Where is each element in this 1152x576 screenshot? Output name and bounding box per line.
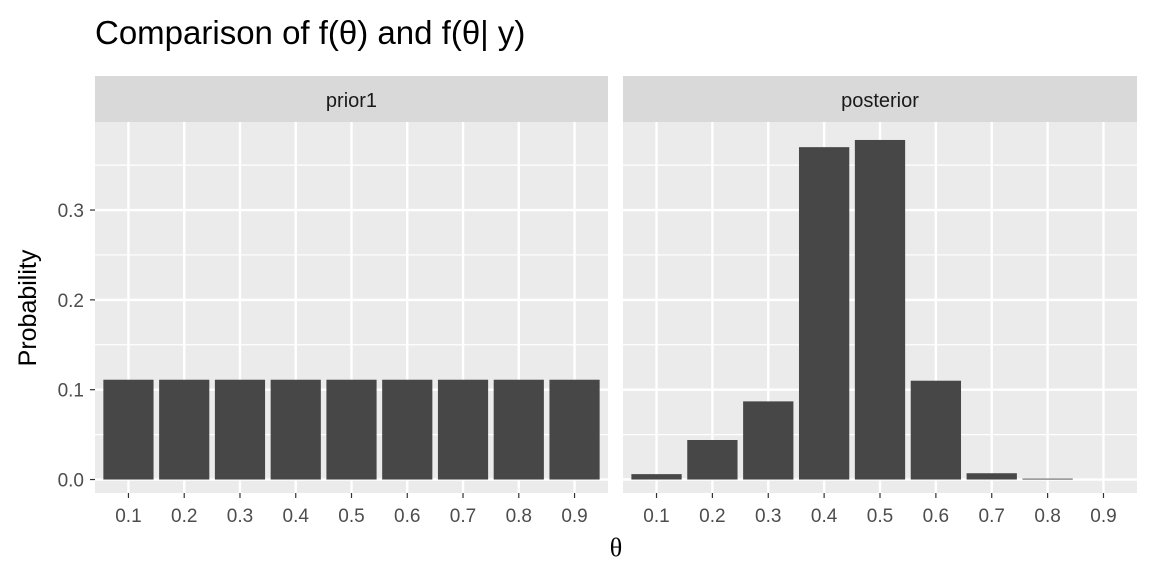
facet-prior1: prior1 0.1 0.2 0.3 0.4 0.5 0.6 0.7 0.8 0.9 [95, 76, 608, 527]
facet-strip-label: prior1 [326, 90, 377, 112]
x-tick-label: 0.3 [227, 506, 253, 527]
bar [103, 379, 154, 480]
bar [437, 379, 489, 480]
x-tick-label: 0.8 [1034, 506, 1060, 527]
x-tick-label: 0.6 [394, 506, 420, 527]
bar [382, 379, 433, 480]
x-tick-label: 0.3 [755, 506, 781, 527]
y-tick-label: 0.3 [58, 201, 84, 222]
bar [493, 379, 544, 480]
y-axis-title: Probability [14, 249, 42, 366]
x-tick-label: 0.4 [283, 506, 310, 527]
y-tick-label: 0.0 [58, 471, 84, 492]
x-tick-label: 0.9 [1090, 506, 1116, 527]
x-tick-label: 0.4 [811, 506, 838, 527]
bar [159, 379, 210, 480]
x-tick-label: 0.2 [699, 506, 725, 527]
facet-strip [95, 76, 608, 122]
bar [910, 380, 962, 480]
bar [966, 473, 1017, 480]
bar [854, 139, 906, 480]
x-tick-label: 0.9 [561, 506, 587, 527]
bar [214, 379, 266, 480]
bar [743, 401, 794, 480]
chart-title: Comparison of f(θ) and f(θ| y) [95, 14, 526, 51]
bar [270, 379, 321, 480]
y-tick-label: 0.2 [58, 291, 84, 312]
x-tick-label: 0.1 [643, 506, 669, 527]
bar [326, 379, 377, 480]
x-tick-label: 0.1 [115, 506, 141, 527]
bar [1022, 478, 1073, 480]
y-tick-label: 0.1 [58, 381, 84, 402]
bar [687, 440, 738, 480]
x-tick-label: 0.2 [171, 506, 197, 527]
bar [798, 147, 850, 480]
x-tick-label: 0.5 [338, 506, 364, 527]
bar [631, 474, 682, 480]
x-tick-label: 0.6 [923, 506, 949, 527]
x-axis-title: θ [610, 533, 622, 562]
facet-strip [623, 76, 1137, 122]
bar [549, 379, 600, 480]
y-axis: 0.0 0.1 0.2 0.3 [58, 201, 95, 492]
x-tick-label: 0.7 [450, 506, 476, 527]
x-tick-label: 0.5 [867, 506, 893, 527]
facet-posterior: posterior 0.1 0.2 0.3 0.4 0.5 0.6 0.7 0.8 0.9 [623, 76, 1137, 527]
x-tick-label: 0.7 [979, 506, 1005, 527]
x-tick-label: 0.8 [506, 506, 532, 527]
facet-strip-label: posterior [841, 90, 919, 112]
